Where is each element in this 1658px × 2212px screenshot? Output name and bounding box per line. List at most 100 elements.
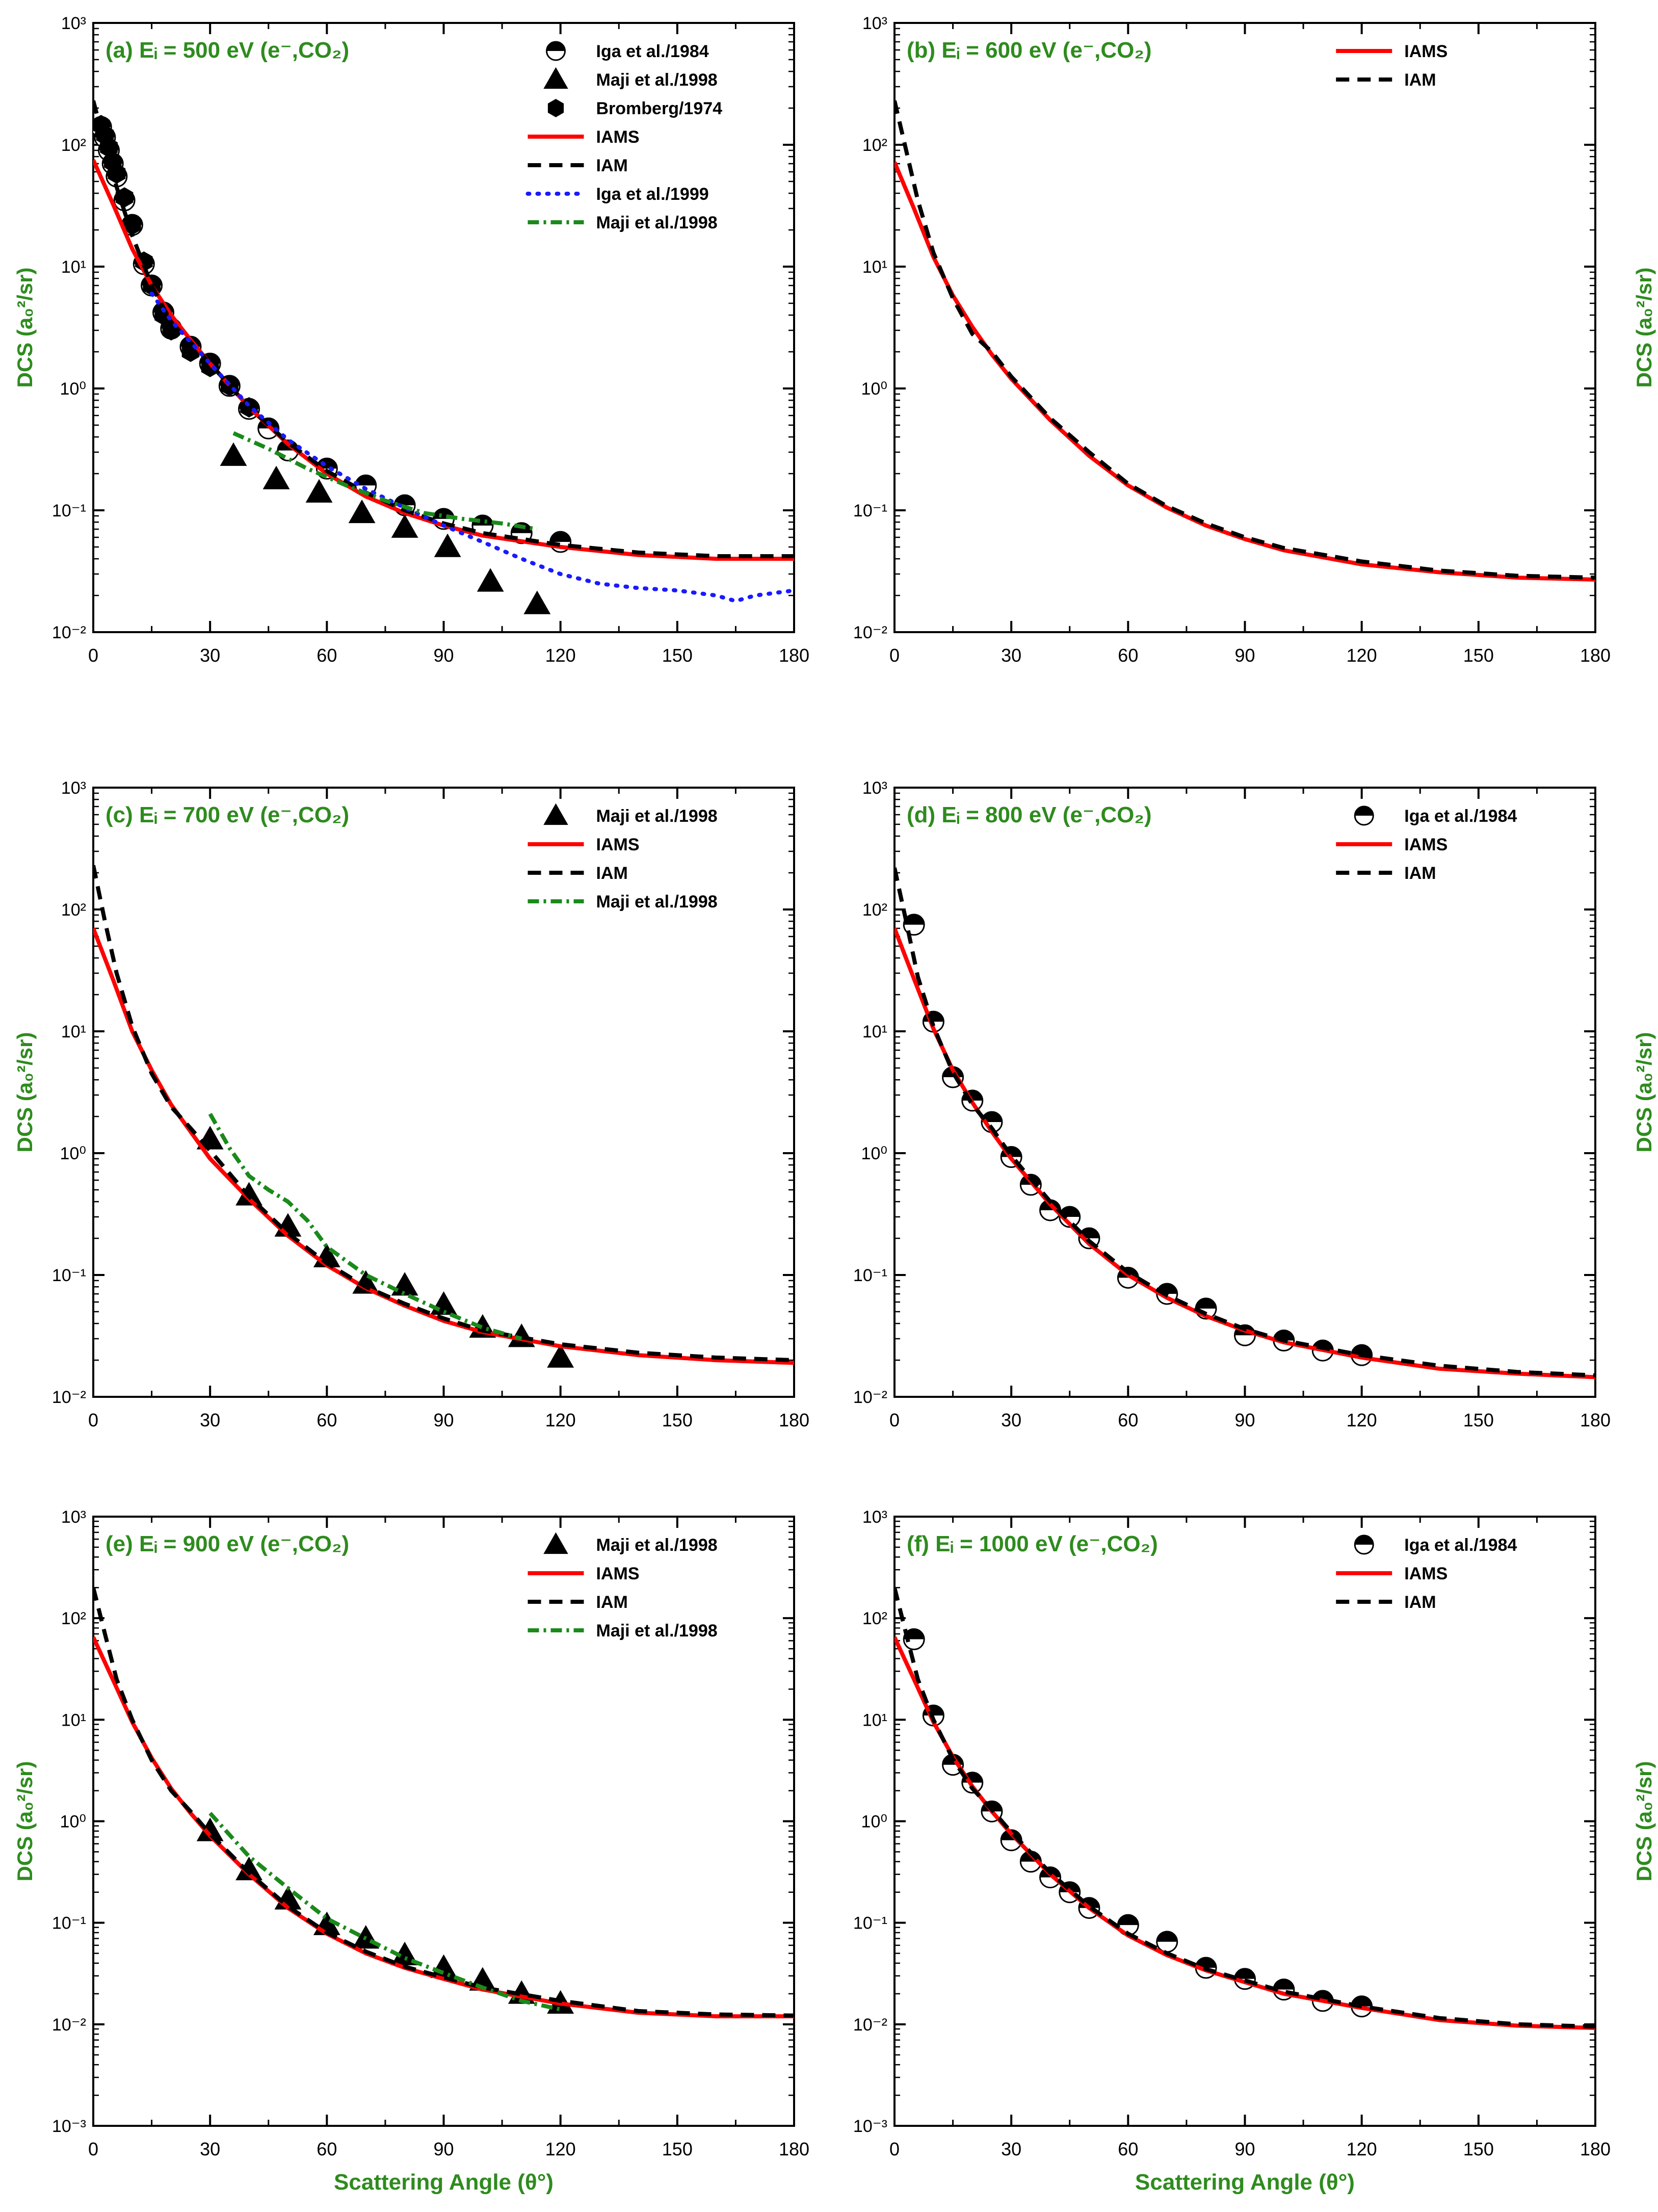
- x-tick-label: 180: [1580, 2139, 1611, 2159]
- legend-label: IAM: [1404, 1593, 1436, 1612]
- panel-title: (c) Eᵢ = 700 eV (e⁻,CO₂): [106, 802, 349, 827]
- y-tick-label: 10⁻²: [853, 1388, 887, 1407]
- y-tick-label: 10²: [862, 900, 887, 920]
- x-tick-label: 0: [889, 645, 900, 666]
- data-point-triangle: [235, 1856, 262, 1881]
- y-tick-label: 10⁻³: [853, 2117, 887, 2136]
- y-tick-label: 10¹: [61, 1022, 86, 1042]
- data-point-triangle: [348, 499, 376, 524]
- x-tick-label: 180: [1580, 1410, 1611, 1430]
- legend-marker: [546, 41, 566, 61]
- plot-frame: [893, 787, 1596, 1398]
- y-axis-label: DCS (a₀²/sr): [13, 1761, 37, 1882]
- data-point-triangle: [196, 1817, 224, 1841]
- x-tick-label: 150: [662, 2139, 693, 2159]
- plot-area: [93, 865, 794, 1368]
- marker-fill: [1156, 1931, 1177, 1942]
- y-tick-label: 10⁰: [861, 1144, 887, 1163]
- x-tick-label: 90: [433, 1410, 454, 1430]
- x-tick-label: 60: [1118, 2139, 1138, 2159]
- legend-label: IAMS: [596, 127, 640, 147]
- y-tick-label: 10⁻²: [52, 1388, 86, 1407]
- x-tick-label: 180: [1580, 645, 1611, 666]
- series-line-maji-et-al-1998: [208, 1113, 522, 1341]
- x-tick-label: 90: [1234, 645, 1255, 666]
- data-point-triangle: [391, 514, 418, 538]
- legend-label: IAMS: [596, 835, 640, 854]
- marker-fill: [981, 1111, 1002, 1122]
- series-line-iams: [894, 927, 1595, 1380]
- y-tick-label: 10²: [862, 1609, 887, 1628]
- x-tick-label: 0: [889, 2139, 900, 2159]
- legend-label: IAMS: [1404, 1564, 1448, 1583]
- x-tick-label: 120: [545, 645, 576, 666]
- marker-fill: [394, 495, 415, 506]
- y-tick-label: 10⁻²: [853, 623, 887, 642]
- marker-fill: [1118, 1915, 1139, 1925]
- y-tick-label: 10⁻¹: [853, 1914, 887, 1933]
- panel-c: 0 30 60 90 120 150 180 10³ 10² 10¹ 10⁰ 10⁻¹ 10⁻² (c) …: [13, 778, 809, 1430]
- x-tick-label: 30: [200, 645, 220, 666]
- x-tick-label: 60: [1118, 645, 1138, 666]
- panel-title: (e) Eᵢ = 900 eV (e⁻,CO₂): [106, 1531, 349, 1556]
- series-line-iam: [894, 100, 1595, 580]
- y-tick-label: 10⁰: [60, 1812, 86, 1832]
- y-tick-label: 10⁻¹: [853, 501, 887, 521]
- data-point-triangle: [220, 442, 247, 466]
- y-tick-label: 10³: [862, 1507, 887, 1527]
- x-tick-label: 0: [889, 1410, 900, 1430]
- plot-area: [93, 100, 794, 614]
- x-tick-label: 120: [1347, 645, 1377, 666]
- series-line-iams: [894, 161, 1595, 582]
- legend-label: Iga et al./1984: [1404, 1536, 1517, 1555]
- legend-label: Maji et al./1998: [596, 70, 718, 90]
- y-tick-label: 10²: [862, 136, 887, 155]
- data-point-hexagon: [123, 215, 141, 236]
- x-tick-label: 150: [662, 645, 693, 666]
- plot-area: [894, 867, 1595, 1380]
- data-point-half-circle: [1156, 1931, 1178, 1953]
- x-tick-label: 30: [1001, 1410, 1021, 1430]
- series-line-iam: [93, 1587, 794, 2018]
- legend-label: IAMS: [1404, 42, 1448, 61]
- x-tick-label: 150: [1463, 645, 1494, 666]
- x-tick-label: 0: [88, 1410, 98, 1430]
- series-line-iam: [894, 867, 1595, 1377]
- data-point-triangle: [391, 1941, 418, 1965]
- data-point-triangle: [434, 533, 461, 557]
- x-tick-label: 180: [779, 2139, 809, 2159]
- y-tick-label: 10¹: [862, 1710, 887, 1730]
- y-tick-label: 10⁻³: [52, 2117, 86, 2136]
- marker-fill: [1355, 1536, 1374, 1545]
- panel-title: (f) Eᵢ = 1000 eV (e⁻,CO₂): [907, 1531, 1158, 1556]
- y-axis-label: DCS (a₀²/sr): [13, 268, 37, 388]
- marker-fill: [1351, 1345, 1372, 1356]
- data-point-triangle: [508, 1323, 535, 1347]
- marker-fill: [317, 458, 337, 469]
- y-tick-label: 10⁻²: [52, 623, 86, 642]
- x-tick-label: 150: [1463, 2139, 1494, 2159]
- y-axis-label: DCS (a₀²/sr): [1632, 268, 1656, 388]
- x-tick-label: 120: [545, 1410, 576, 1430]
- y-tick-label: 10³: [862, 778, 887, 798]
- legend-label: Iga et al./1984: [596, 42, 709, 61]
- marker-fill: [546, 42, 565, 51]
- panel-title: (d) Eᵢ = 800 eV (e⁻,CO₂): [907, 802, 1152, 827]
- x-tick-label: 60: [1118, 1410, 1138, 1430]
- x-tick-label: 30: [200, 2139, 220, 2159]
- data-point-triangle: [523, 590, 551, 614]
- x-tick-label: 60: [317, 2139, 337, 2159]
- series-line-iam: [93, 100, 794, 558]
- series-line-iga-et-al-1999: [149, 292, 794, 603]
- marker-fill: [550, 532, 571, 542]
- panel-title: (a) Eᵢ = 500 eV (e⁻,CO₂): [106, 38, 349, 63]
- legend-label: IAM: [596, 1593, 628, 1612]
- legend-marker: [543, 803, 568, 825]
- legend-marker: [547, 99, 564, 117]
- panel-d: 0 30 60 90 120 150 180 10³ 10² 10¹ 10⁰ 10⁻¹ 10⁻² (d) …: [853, 778, 1656, 1430]
- x-tick-label: 0: [88, 2139, 98, 2159]
- plot-area: [894, 100, 1595, 582]
- marker-fill: [1196, 1958, 1217, 1968]
- x-axis-label: Scattering Angle (θ°): [334, 2170, 554, 2195]
- series-line-maji-et-al-1998: [232, 431, 538, 531]
